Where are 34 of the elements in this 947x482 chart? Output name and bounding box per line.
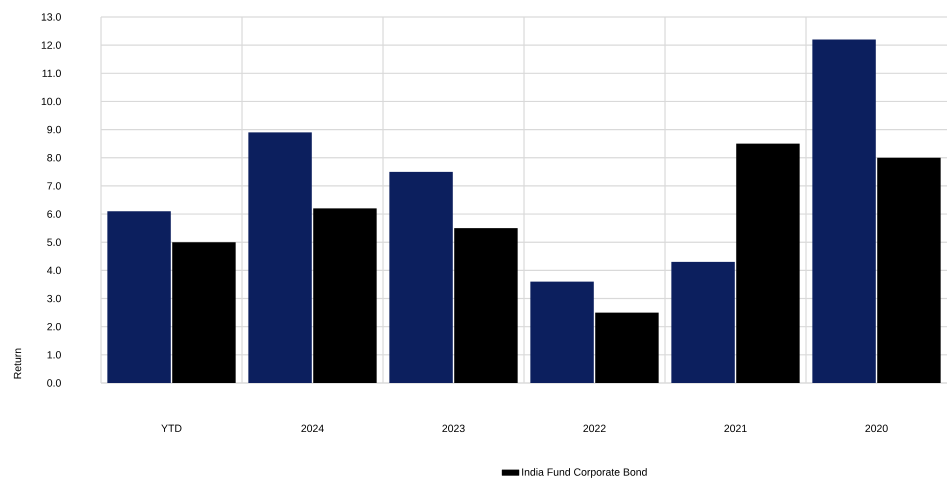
bar (812, 40, 876, 383)
bar (530, 282, 594, 383)
y-tick-label: 5.0 (47, 238, 61, 246)
y-tick-label: 6.0 (47, 210, 61, 218)
bar (313, 208, 377, 383)
y-tick-label: 2.0 (47, 322, 61, 330)
y-tick-label: 0.0 (47, 379, 61, 387)
bar (595, 312, 659, 383)
bar (248, 132, 312, 383)
y-tick-label: 8.0 (47, 154, 61, 162)
y-tick-label: 4.0 (47, 266, 61, 274)
bar (877, 158, 941, 383)
y-tick-label: 10.0 (42, 98, 61, 106)
x-tick-label: 2021 (724, 424, 747, 432)
y-tick-label: 3.0 (47, 294, 61, 302)
bar (736, 144, 800, 383)
y-tick-label: 9.0 (47, 126, 61, 134)
x-tick-label: 2020 (865, 424, 888, 432)
y-tick-label: 11.0 (42, 70, 61, 78)
bar (389, 172, 453, 383)
bar (671, 262, 735, 383)
y-axis-title: Return (14, 348, 22, 378)
x-tick-label: 2024 (301, 424, 324, 432)
x-tick-label: YTD (161, 424, 182, 432)
y-tick-label: 1.0 (48, 351, 61, 359)
y-tick-label: 13.0 (42, 13, 61, 21)
bar (107, 211, 171, 383)
bar (172, 242, 236, 383)
x-tick-label: 2023 (442, 424, 465, 432)
x-tick-label: 2022 (583, 424, 606, 432)
y-tick-label: 12.0 (42, 41, 61, 49)
bar (454, 228, 518, 383)
y-tick-label: 7.0 (47, 182, 61, 190)
legend-label: India Fund Corporate Bond (522, 468, 647, 478)
